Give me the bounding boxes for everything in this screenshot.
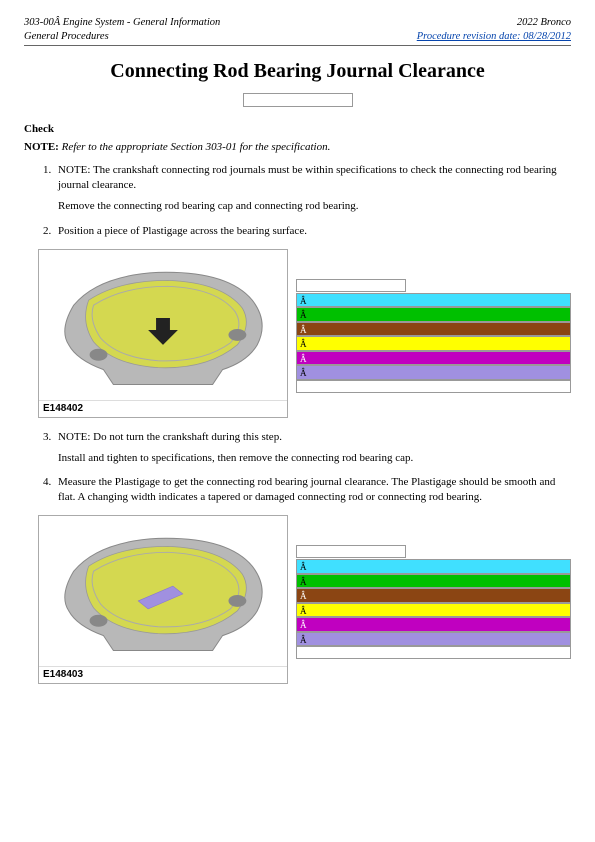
step-1-note: The crankshaft connecting rod journals m… [58, 164, 557, 191]
page-title: Connecting Rod Bearing Journal Clearance [24, 60, 571, 83]
figure-row-1: E148402 Â Â Â Â Â Â [38, 249, 571, 418]
step-4-text: Measure the Plastigage to get the connec… [58, 476, 555, 503]
legend-header-box [296, 545, 406, 558]
legend-stripe: Â [296, 588, 571, 603]
legend-1: Â Â Â Â Â Â [296, 249, 571, 393]
step-3: NOTE: Do not turn the crankshaft during … [54, 430, 571, 466]
revision-date-link[interactable]: Procedure revision date: 08/28/2012 [417, 31, 571, 42]
legend-stripe: Â [296, 307, 571, 322]
figure-2-image [39, 516, 287, 666]
legend-stripe: Â [296, 336, 571, 351]
step-2: Position a piece of Plastigage across th… [54, 224, 571, 239]
header-right: 2022 Bronco Procedure revision date: 08/… [417, 16, 571, 43]
legend-stripe: Â [296, 617, 571, 632]
legend-stripe: Â [296, 603, 571, 618]
step-4: Measure the Plastigage to get the connec… [54, 475, 571, 505]
legend-stripe: Â [296, 351, 571, 366]
legend-stripe: Â [296, 293, 571, 308]
legend-header-box [296, 279, 406, 292]
note-prefix: NOTE: [58, 164, 90, 176]
figure-1: E148402 [38, 249, 288, 418]
step-2-text: Position a piece of Plastigage across th… [58, 225, 307, 237]
procedure-steps: NOTE: The crankshaft connecting rod jour… [54, 163, 571, 238]
figure-1-image [39, 250, 287, 400]
step-3-note: Do not turn the crankshaft during this s… [93, 431, 282, 443]
figure-1-caption: E148402 [39, 400, 287, 417]
step-3-body: Install and tighten to specifications, t… [58, 451, 571, 466]
bore-left [90, 615, 108, 627]
figure-2-caption: E148403 [39, 666, 287, 683]
header-subsection: General Procedures [24, 30, 220, 44]
legend-stripe: Â [296, 559, 571, 574]
bore-left [90, 348, 108, 360]
page-header: 303-00Â Engine System - General Informat… [24, 16, 571, 46]
note-prefix: NOTE: [24, 141, 59, 153]
note-prefix: NOTE: [58, 431, 90, 443]
header-left: 303-00Â Engine System - General Informat… [24, 16, 220, 43]
check-heading: Check [24, 123, 571, 135]
step-1: NOTE: The crankshaft connecting rod jour… [54, 163, 571, 214]
legend-2: Â Â Â Â Â Â [296, 515, 571, 659]
bore-right [228, 329, 246, 341]
legend-stripe: Â [296, 632, 571, 647]
figure-2: E148403 [38, 515, 288, 684]
top-note-text: Refer to the appropriate Section 303-01 … [62, 141, 331, 153]
top-note: NOTE: Refer to the appropriate Section 3… [24, 141, 571, 153]
figure-row-2: E148403 Â Â Â Â Â Â [38, 515, 571, 684]
legend-footer-box [296, 380, 571, 393]
legend-footer-box [296, 646, 571, 659]
legend-stripe: Â [296, 574, 571, 589]
step-1-body: Remove the connecting rod bearing cap an… [58, 199, 571, 214]
procedure-steps-cont: NOTE: Do not turn the crankshaft during … [54, 430, 571, 505]
bore-right [228, 595, 246, 607]
legend-stripe: Â [296, 365, 571, 380]
header-vehicle: 2022 Bronco [417, 16, 571, 30]
title-placeholder-box [243, 93, 353, 107]
legend-stripe: Â [296, 322, 571, 337]
header-section: 303-00Â Engine System - General Informat… [24, 16, 220, 30]
